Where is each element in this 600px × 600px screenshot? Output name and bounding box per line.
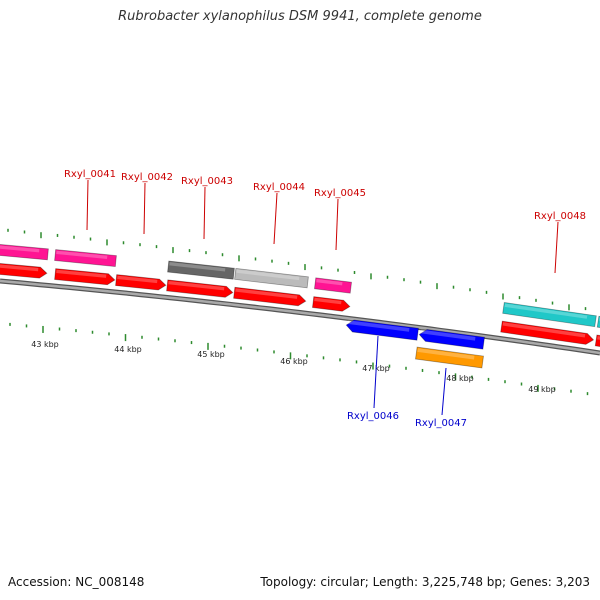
- gene-feature-0043: [167, 260, 235, 280]
- gene-label: Rxyl_0042: [121, 172, 173, 183]
- scale-label: 46 kbp: [280, 357, 308, 366]
- scale-label: 45 kbp: [197, 350, 225, 359]
- cds-0047: [418, 329, 485, 350]
- gene-feature-0047: [415, 346, 484, 369]
- map-title: Rubrobacter xylanophilus DSM 9941, compl…: [118, 9, 482, 24]
- cds-0044: [233, 286, 307, 307]
- gene-feature-0045: [314, 277, 352, 294]
- gene-feature-0041: [54, 249, 117, 267]
- gene-leader-line: [203, 186, 206, 240]
- gene-leader-line: [373, 335, 379, 409]
- cds-0043: [166, 279, 234, 298]
- gene-label: Rxyl_0041: [64, 169, 116, 180]
- cds-0045: [312, 296, 351, 312]
- gene-label: Rxyl_0045: [314, 188, 366, 199]
- genome-stats: Topology: circular; Length: 3,225,748 bp…: [260, 575, 590, 589]
- gene-feature-0044: [234, 267, 309, 289]
- scale-label: 48 kbp: [446, 374, 474, 383]
- gene-leader-line: [143, 182, 146, 235]
- cds-0049: [594, 334, 600, 348]
- backbone-line: [0, 279, 600, 355]
- gene-leader-line: [335, 198, 339, 251]
- cds-0040: [0, 262, 48, 279]
- gene-feature-0048: [502, 301, 597, 328]
- gene-leader-line: [86, 179, 89, 231]
- gene-leader-line: [441, 367, 447, 416]
- cds-0048: [500, 320, 595, 345]
- scale-label: 49 kbp: [528, 385, 556, 394]
- cds-0046: [345, 319, 419, 341]
- backbone-outline: [0, 278, 600, 356]
- gene-feature-0040: [0, 243, 49, 261]
- scale-label: 44 kbp: [114, 345, 142, 354]
- cds-0042: [115, 274, 167, 291]
- accession-text: Accession: NC_008148: [8, 575, 145, 589]
- gene-label: Rxyl_0046: [347, 411, 399, 422]
- scale-label: 43 kbp: [31, 340, 59, 349]
- gene-label: Rxyl_0048: [534, 211, 586, 222]
- gene-leader-line: [273, 192, 278, 245]
- gene-label: Rxyl_0044: [253, 182, 305, 193]
- gene-label: Rxyl_0043: [181, 176, 233, 187]
- gene-label: Rxyl_0047: [415, 418, 467, 429]
- cds-0041: [54, 268, 116, 286]
- gene-leader-line: [554, 221, 559, 274]
